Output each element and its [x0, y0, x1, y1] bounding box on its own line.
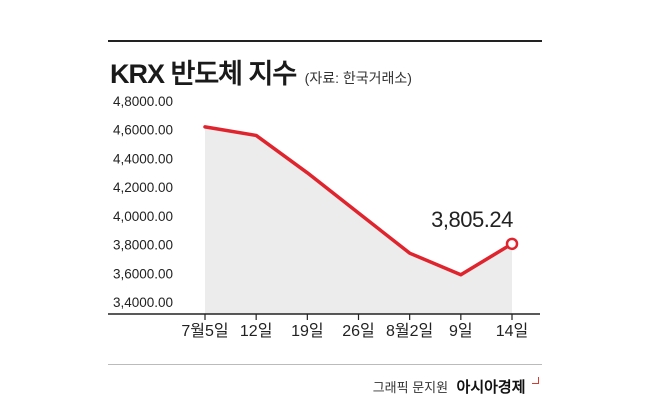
- source-note: (자료: 한국거래소): [304, 70, 412, 86]
- data-label: 3,805.24: [431, 207, 513, 232]
- y-tick-label: 3,6000.00: [113, 266, 173, 281]
- y-tick-label: 3,8000.00: [113, 238, 173, 253]
- area-fill: [205, 126, 512, 314]
- y-tick-label: 3,4000.00: [113, 295, 173, 310]
- line-layer: [203, 125, 519, 277]
- x-tick-label: 8월2일: [386, 322, 433, 340]
- label-layer: 3,805.24: [431, 207, 513, 232]
- x-tick-label: 7월5일: [181, 322, 228, 340]
- x-tick-label: 14일: [496, 322, 529, 340]
- credit-author: 그래픽 문지원: [372, 380, 449, 395]
- title-row: KRX 반도체 지수 (자료: 한국거래소): [110, 52, 412, 91]
- x-tick-label: 9일: [449, 322, 473, 340]
- chart-title: KRX 반도체 지수: [110, 59, 297, 89]
- axis-layer: 4,8000.00 4,6000.00 4,4000.00 4,2000.00 4,00…: [108, 94, 540, 340]
- x-tick-label: 26일: [342, 322, 375, 340]
- brand-mark-icon: [532, 377, 539, 384]
- credit: 그래픽 문지원 아시아경제: [373, 376, 539, 397]
- bottom-rule: [108, 364, 542, 365]
- y-tick-label: 4,2000.00: [113, 180, 173, 195]
- y-tick-label: 4,0000.00: [113, 209, 173, 224]
- end-point-marker: [505, 237, 519, 251]
- x-tick-label: 12일: [240, 322, 273, 340]
- series-line: [203, 125, 514, 277]
- area-layer: [205, 126, 512, 314]
- x-tick-label: 19일: [291, 322, 324, 340]
- y-tick-label: 4,4000.00: [113, 151, 173, 166]
- top-rule: [108, 40, 542, 42]
- credit-brand: 아시아경제: [456, 379, 526, 396]
- y-tick-label: 4,8000.00: [113, 94, 173, 109]
- y-tick-label: 4,6000.00: [113, 123, 173, 138]
